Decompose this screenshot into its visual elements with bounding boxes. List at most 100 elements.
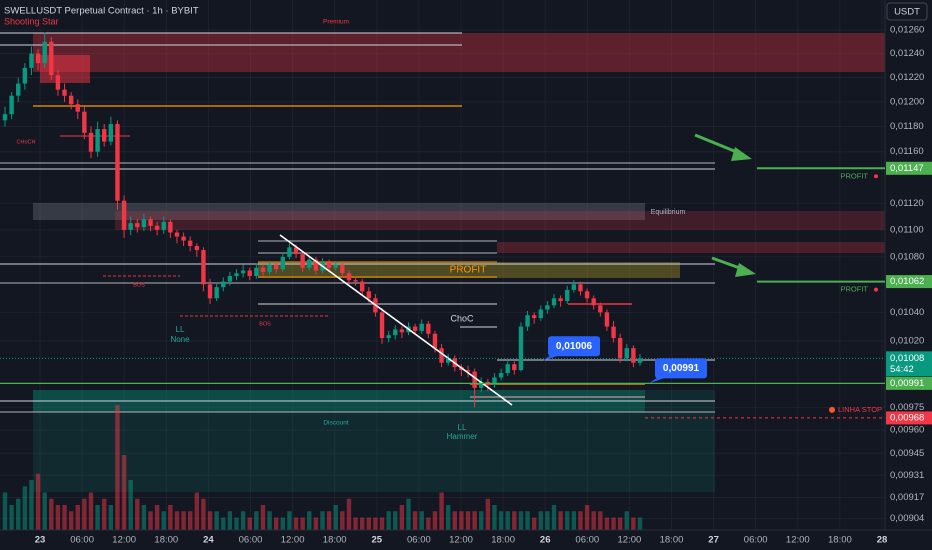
volume-bar [525,511,530,530]
volume-bar [108,505,114,530]
supply-band [115,211,885,230]
volume-bar [141,505,147,530]
price-label: 0,00991 [890,378,924,389]
volume-bar [326,511,332,530]
volume-bar [498,511,504,530]
candle-body [161,221,166,230]
labels: PROFIT 0,01147 PROFIT 0,01062 0,00991 LINHA S… [0,161,932,425]
volume-bar [479,511,484,530]
candle-body [22,67,28,84]
candle-body [267,265,272,272]
volume-bar [35,473,41,530]
candle-body [287,247,292,257]
equilibrium-zone [33,203,645,220]
volume-bar [598,511,603,530]
pattern-label: Shooting Star [4,16,59,26]
volume-bar [445,505,451,530]
candle-body [247,270,252,277]
level-text: PROFIT [841,285,869,294]
volume-bar [55,505,61,530]
candle-body [9,95,14,115]
y-tick-label: 0,00945 [890,448,924,459]
x-tick-label: 18:00 [154,535,178,546]
volume-bar [551,505,557,530]
callout-label: 0,00991 [663,363,700,374]
candle-body [578,284,583,292]
grid [0,0,885,530]
volume-bar [584,505,590,530]
candle-body [439,348,444,363]
volume-bar [102,498,107,530]
volume-bar [128,480,133,530]
candle-body [254,267,259,277]
callout-box [655,358,707,379]
volume-bar [313,517,319,530]
candle-body [95,129,100,152]
volume-bar [565,511,570,530]
candle-body [88,132,94,152]
axis-background [885,0,932,550]
candle-body [55,75,61,90]
level-text: PROFIT [841,171,869,180]
candle-body [49,41,54,76]
volume-bar [373,517,378,530]
volume-bar [611,517,616,530]
volume-bar [393,511,398,530]
volume-bar [307,511,312,530]
volume-bar [485,498,491,530]
x-tick-label: 12:00 [449,535,473,546]
volume-bar [558,511,563,530]
x-tick-label: 26 [540,535,551,546]
candle-body [545,305,550,310]
candles [2,32,643,408]
zone-label: Discount [323,420,348,427]
volume-bar [571,511,577,530]
volume-bar [247,517,252,530]
currency-box[interactable] [886,2,928,21]
candle-body [62,89,67,96]
pattern-label: None [170,335,190,344]
volume-bar [135,498,140,530]
volume-bar [472,511,477,530]
candle-body [518,326,524,371]
candle-body [68,95,74,105]
level-text: LINHA STOP [838,405,882,414]
order-block [40,55,90,83]
volume-bar [518,511,524,530]
candle-body [479,381,484,388]
candle-body [558,298,563,302]
candle-body [571,284,577,290]
candle-body [148,219,153,226]
candle-body [465,370,471,372]
volume-bar [22,486,28,530]
candle-body [393,329,398,336]
candle-body [2,114,8,121]
currency: USDT [894,7,920,18]
candle-body [426,323,431,334]
candle-body [121,200,127,230]
x-tick-label: 06:00 [407,535,431,546]
y-tick-label: 0,01020 [890,335,924,346]
candle-body [307,259,312,268]
candle-body [472,371,477,388]
price-label: 0,00968 [890,412,924,423]
x-tick-label: 12:00 [786,535,810,546]
candle-body [637,358,643,363]
x-tick-label: 12:00 [618,535,642,546]
discount-zone [33,390,715,492]
level-icon [829,406,835,413]
volume-bar [181,511,186,530]
candle-body [326,262,332,268]
callout-label: 0,01006 [556,341,593,352]
callout-box [548,336,600,357]
x-tick-label: 25 [372,535,383,546]
y-tick-label: 0,01080 [890,251,924,262]
candle-body [631,348,636,363]
structure-label: CHoCH [17,139,36,145]
candle-body [598,305,603,313]
candle-body [194,245,200,251]
volume-bar [82,498,87,530]
x-tick-label: 18:00 [828,535,852,546]
volume-bar [88,492,94,530]
volume-bar [637,517,643,530]
